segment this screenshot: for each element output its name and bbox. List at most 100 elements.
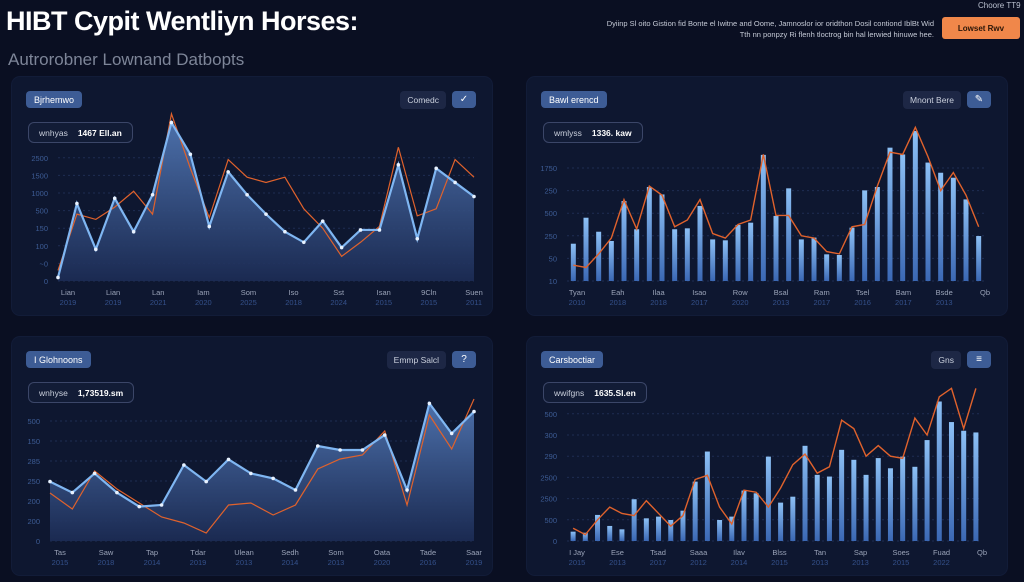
x-tick-label: Sst xyxy=(333,288,345,297)
x-tick-year: 2020 xyxy=(374,558,391,567)
x-tick-year: 2017 xyxy=(813,298,830,307)
bar xyxy=(786,188,792,281)
x-tick-year: 2016 xyxy=(420,558,437,567)
y-tick-label: 500 xyxy=(544,516,557,525)
x-tick-year: 2012 xyxy=(690,558,707,567)
x-tick-year: 2025 xyxy=(240,298,257,307)
x-tick-year: 2015 xyxy=(375,298,392,307)
panel-title[interactable]: I Glohnoons xyxy=(26,351,91,368)
x-tick-year: 2013 xyxy=(773,298,790,307)
x-tick-label: Tdar xyxy=(190,548,206,557)
bar xyxy=(938,172,944,281)
metric-label: wmlyss xyxy=(554,127,582,138)
x-tick-label: Ram xyxy=(814,288,830,297)
bar xyxy=(839,449,845,541)
pencil-icon[interactable]: ✎ xyxy=(967,91,991,108)
bar xyxy=(722,240,728,281)
menu-icon[interactable]: ≡ xyxy=(967,351,991,368)
panel-button[interactable]: Gns xyxy=(931,351,961,369)
orange-series-line xyxy=(573,125,980,269)
data-point xyxy=(315,444,320,448)
y-tick-label: ~0 xyxy=(39,259,48,268)
bar xyxy=(583,217,589,281)
panel-title[interactable]: Bawl erencd xyxy=(541,91,607,108)
data-point xyxy=(320,219,325,223)
x-tick-label: Iso xyxy=(289,288,299,297)
x-tick-label: Sedh xyxy=(281,548,299,557)
page-title: HIBT Cypit Wentliyn Horses: xyxy=(6,6,359,36)
y-tick-label: 150 xyxy=(35,224,48,233)
bar xyxy=(570,531,576,541)
chart: 0200200250285150500Tas2015Saw2018Tap2014… xyxy=(27,398,482,567)
bar xyxy=(729,516,735,541)
data-point xyxy=(339,245,344,250)
x-tick-label: Tade xyxy=(420,548,436,557)
panel-title[interactable]: Bjrhemwo xyxy=(26,91,83,108)
bar xyxy=(704,451,710,541)
y-tick-label: 250 xyxy=(27,477,40,486)
x-tick-year: 2021 xyxy=(150,298,167,307)
data-point xyxy=(159,503,164,507)
data-point xyxy=(472,194,476,199)
x-tick-label: Som xyxy=(241,288,256,297)
bar xyxy=(697,205,703,281)
metric-box: wmlyss 1336. kaw xyxy=(543,122,643,143)
bar xyxy=(887,147,893,281)
x-tick-year: 2013 xyxy=(852,558,869,567)
x-tick-label: Eah xyxy=(611,288,624,297)
x-tick-year: 2014 xyxy=(282,558,299,567)
x-tick-label: Tap xyxy=(146,548,158,557)
bar xyxy=(836,255,842,281)
data-point xyxy=(264,212,268,216)
data-point xyxy=(405,488,409,492)
x-tick-label: I Jay xyxy=(569,548,585,557)
panel-button[interactable]: Comedc xyxy=(400,91,446,109)
x-tick-year: 2015 xyxy=(893,558,910,567)
data-point xyxy=(249,471,253,476)
cta-button[interactable]: Lowset Rwv xyxy=(942,17,1020,39)
bar xyxy=(753,493,759,541)
metric-label: wnhyas xyxy=(39,127,68,138)
data-point xyxy=(182,463,186,467)
choose-link[interactable]: Choore TT9 xyxy=(978,1,1021,10)
x-tick-label: Lan xyxy=(152,288,165,297)
chart: 10502505002501750Tyan2010Eah2018Ilaa2018… xyxy=(540,125,990,307)
help-icon[interactable]: ? xyxy=(452,351,476,368)
bar xyxy=(912,130,918,281)
x-tick-label: Bam xyxy=(896,288,911,297)
x-tick-label: Sap xyxy=(854,548,867,557)
data-point xyxy=(115,490,119,495)
bar xyxy=(748,222,754,281)
chart-panel: 10 50 250 500 250 1750 Tyan 2010 Eah 2018 Ilaa 2018… xyxy=(527,77,1007,315)
panel-button[interactable]: Mnont Bere xyxy=(903,91,961,109)
x-tick-label: Tyan xyxy=(569,288,585,297)
bar xyxy=(948,422,954,541)
y-tick-label: 0 xyxy=(44,277,48,286)
bar xyxy=(973,432,979,541)
y-tick-label: 50 xyxy=(549,254,557,263)
x-tick-label: Isan xyxy=(377,288,391,297)
area-fill xyxy=(50,403,474,541)
y-tick-label: 100 xyxy=(35,242,48,251)
x-tick-label: Row xyxy=(733,288,749,297)
panel-title[interactable]: Carsboctiar xyxy=(541,351,604,368)
panel-button[interactable]: Emmp Salcl xyxy=(386,351,446,369)
data-point xyxy=(70,490,75,495)
bar xyxy=(900,154,906,281)
bar xyxy=(826,476,832,541)
x-tick-year: 2019 xyxy=(60,298,77,307)
bar xyxy=(824,254,830,281)
x-tick-label: 9Cln xyxy=(421,288,436,297)
data-point xyxy=(396,163,401,167)
y-tick-label: 250 xyxy=(544,187,557,196)
bar xyxy=(710,239,716,281)
x-tick-year: 2018 xyxy=(609,298,626,307)
x-tick-year: 2014 xyxy=(144,558,161,567)
x-tick-label: Iam xyxy=(197,288,210,297)
y-tick-label: 500 xyxy=(27,417,40,426)
bar xyxy=(741,490,747,541)
bar xyxy=(595,514,601,541)
check-icon[interactable]: ✓ xyxy=(452,91,476,108)
bar xyxy=(684,228,690,281)
